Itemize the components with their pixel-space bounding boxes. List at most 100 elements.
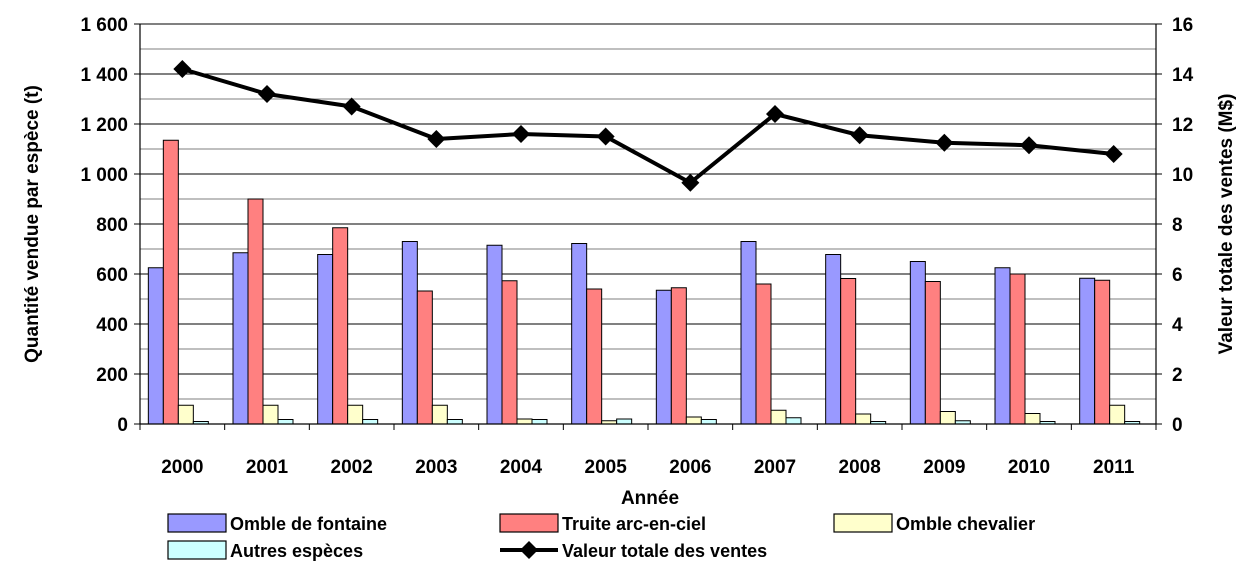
- y-axis-title: Quantité vendue par espèce (t): [22, 85, 43, 363]
- bar-3: [532, 420, 547, 425]
- y2-tick-label: 16: [1172, 15, 1193, 36]
- x-tick-label: 2008: [839, 457, 881, 478]
- y-tick-label: 1 600: [80, 15, 128, 36]
- legend-marker: [520, 541, 538, 559]
- bar-1: [1010, 274, 1025, 424]
- y2-axis-title: Valeur totale des ventes (M$): [1216, 94, 1237, 355]
- y-tick-label: 600: [96, 265, 128, 286]
- sales-point: [851, 126, 869, 144]
- bar-2: [178, 405, 193, 424]
- bar-1: [841, 279, 856, 425]
- y2-tick-label: 8: [1172, 215, 1183, 236]
- bar-2: [517, 419, 532, 424]
- x-tick-label: 2010: [1008, 457, 1050, 478]
- y2-tick-label: 2: [1172, 365, 1183, 386]
- bar-0: [572, 244, 587, 425]
- y-tick-label: 0: [117, 415, 128, 436]
- bar-1: [333, 228, 348, 424]
- bar-1: [587, 289, 602, 424]
- x-axis-title: Année: [621, 488, 679, 509]
- legend-swatch: [168, 541, 226, 559]
- bar-1: [248, 199, 263, 424]
- bar-1: [1095, 280, 1110, 424]
- x-tick-label: 2002: [331, 457, 373, 478]
- bar-1: [417, 291, 432, 424]
- bar-1: [756, 284, 771, 424]
- legend-swatch: [168, 514, 226, 532]
- bar-2: [1025, 414, 1040, 425]
- bar-0: [1080, 278, 1095, 424]
- legend: Omble de fontaine Truite arc-en-ciel Omble…: [168, 514, 1035, 561]
- bar-0: [318, 255, 333, 425]
- y-tick-label: 1 000: [80, 165, 128, 186]
- bar-2: [348, 405, 363, 424]
- bar-2: [940, 412, 955, 425]
- x-tick-label: 2005: [585, 457, 628, 478]
- legend-label: Autres espèces: [230, 541, 363, 561]
- sales-line: [173, 60, 1122, 192]
- legend-label: Valeur totale des ventes: [562, 541, 767, 561]
- y2-tick-label: 14: [1172, 65, 1194, 86]
- y2-tick-label: 0: [1172, 415, 1183, 436]
- bar-2: [1110, 405, 1125, 424]
- sales-point: [173, 60, 191, 78]
- sales-point: [258, 85, 276, 103]
- y-tick-label: 800: [96, 215, 128, 236]
- x-tick-label: 2003: [415, 457, 457, 478]
- bar-2: [263, 405, 278, 424]
- x-tick-label: 2006: [669, 457, 711, 478]
- legend-label: Truite arc-en-ciel: [562, 514, 706, 534]
- sales-point: [343, 98, 361, 116]
- bar-2: [856, 414, 871, 424]
- bar-0: [995, 268, 1010, 424]
- y-tick-label: 1 200: [80, 115, 128, 136]
- bar-1: [671, 288, 686, 424]
- bar-3: [363, 420, 378, 425]
- legend-label: Omble chevalier: [896, 514, 1035, 534]
- bar-2: [686, 417, 701, 424]
- bar-2: [432, 405, 447, 424]
- sales-line-path: [182, 69, 1113, 183]
- bars: [148, 140, 1139, 424]
- legend-swatch: [500, 514, 558, 532]
- bar-0: [826, 255, 841, 425]
- bar-0: [402, 242, 417, 425]
- bar-0: [910, 262, 925, 425]
- sales-point: [427, 130, 445, 148]
- bar-3: [786, 418, 801, 424]
- sales-point: [1020, 136, 1038, 154]
- bar-1: [163, 140, 178, 424]
- bar-3: [278, 420, 293, 425]
- bar-0: [487, 245, 502, 424]
- bar-3: [617, 419, 632, 424]
- x-tick-label: 2004: [500, 457, 543, 478]
- x-tick-label: 2007: [754, 457, 796, 478]
- right-axis-ticks: 0 2 4 6 8 10 12 14 16: [1156, 15, 1194, 436]
- bar-0: [148, 268, 163, 424]
- x-axis-ticks: 2000 2001 2002 2003 2004 2005 2006 2007 2008 2009…: [161, 457, 1135, 478]
- y-tick-label: 1 400: [80, 65, 128, 86]
- sales-point: [512, 125, 530, 143]
- x-tick-label: 2000: [161, 457, 203, 478]
- y2-tick-label: 12: [1172, 115, 1193, 136]
- x-tick-label: 2001: [246, 457, 289, 478]
- legend-swatch: [834, 514, 892, 532]
- bar-0: [741, 242, 756, 425]
- y2-tick-label: 10: [1172, 165, 1193, 186]
- y-tick-label: 400: [96, 315, 128, 336]
- legend-label: Omble de fontaine: [230, 514, 387, 534]
- y2-tick-label: 6: [1172, 265, 1183, 286]
- y2-tick-label: 4: [1172, 315, 1183, 336]
- x-tick-label: 2009: [923, 457, 965, 478]
- bar-1: [502, 281, 517, 424]
- bar-3: [701, 420, 716, 425]
- x-tick-label: 2011: [1093, 457, 1135, 478]
- y-tick-label: 200: [96, 365, 128, 386]
- bar-0: [233, 253, 248, 424]
- bar-3: [447, 420, 462, 425]
- sales-point: [597, 128, 615, 146]
- bar-2: [771, 410, 786, 424]
- bar-0: [656, 290, 671, 424]
- bar-1: [925, 282, 940, 425]
